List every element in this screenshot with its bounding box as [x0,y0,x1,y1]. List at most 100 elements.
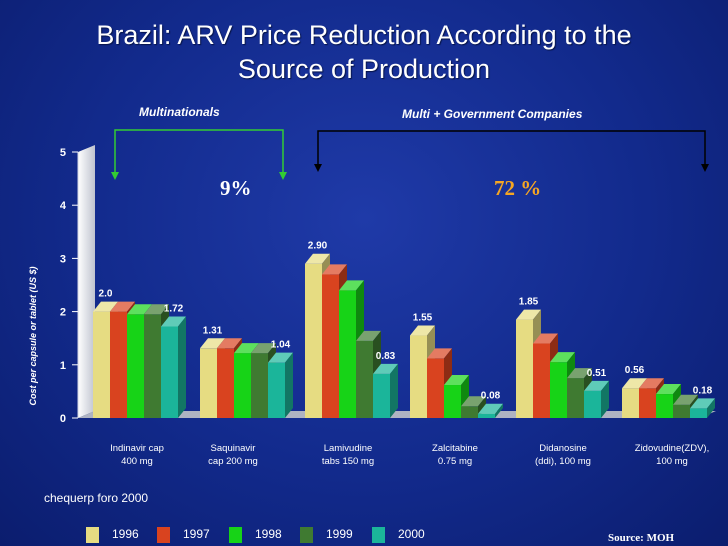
bar-top [410,325,435,336]
bar-front [251,353,268,418]
group-brackets [111,129,709,180]
arrow-head [701,164,709,172]
data-label: 1.72 [164,303,184,314]
bar [161,316,186,418]
bar-front [356,340,373,418]
bar-front [533,343,550,418]
bar-front [410,335,427,418]
category-labels-group: Indinavir cap 400 mg Saquinavir cap 200 mg L… [110,443,709,467]
data-label: 0.56 [625,365,645,376]
bar [268,352,293,418]
bar-front [444,385,461,418]
bar-front [673,404,690,418]
y-tick-label: 5 [60,147,66,159]
category-label: (ddi), 100 mg [535,456,591,467]
y-tick-label: 4 [60,200,67,212]
bar [373,363,398,418]
bar-front [427,358,444,418]
legend-label: 1999 [326,527,353,541]
category-label: Lamivudine [324,443,373,454]
bar-top [268,352,293,363]
legend-label: 1996 [112,527,139,541]
data-label: 2.0 [99,289,113,300]
source-note: Source: MOH [608,532,675,544]
category-label: 0.75 mg [438,456,472,467]
bar-top [144,304,169,315]
bar-front [690,408,707,418]
data-label: 0.08 [481,391,501,402]
bar-front [639,388,656,418]
bar-top [567,368,592,379]
bar-side [285,352,293,418]
data-labels-group: 2.0 1.72 1.31 1.04 2.90 0.83 1.55 0.08 1.85 0.51 0… [99,241,713,402]
multinationals-bracket [114,129,284,178]
bar [478,403,503,418]
bar-top [251,343,276,354]
data-label: 1.31 [203,325,223,336]
bar [673,394,698,418]
bar [584,380,609,418]
category-label: Zidovudine(ZDV), [635,443,709,454]
bar-front [234,353,251,418]
bar-front [217,348,234,418]
legend-label: 2000 [398,527,425,541]
category-label: Indinavir cap [110,443,164,454]
bar-front [322,274,339,418]
bar-top [516,309,541,320]
data-label: 0.18 [693,385,713,396]
category-label: Zalcitabine [432,443,478,454]
page-title: Brazil: ARV Price Reduction According to… [0,18,728,86]
bar-front [93,311,110,418]
multi-gov-pct: 72 % [494,176,542,200]
legend-swatch [300,527,313,543]
data-label: 2.90 [308,241,328,252]
bar-front [516,319,533,418]
bar-top [161,316,186,327]
legend-label: 1997 [183,527,210,541]
bar-front [200,348,217,418]
back-wall [78,145,95,418]
category-label: Didanosine [539,443,587,454]
bar-front [268,362,285,418]
legend-swatch [157,527,170,543]
category-label: 100 mg [656,456,688,467]
legend-swatch [229,527,242,543]
bar-top [622,378,647,389]
legend-label: 1998 [255,527,282,541]
bar-front [656,394,673,418]
category-label: Saquinavir [211,443,256,454]
data-label: 0.83 [376,351,396,362]
bar-side [601,380,609,418]
bar-top [356,330,381,341]
category-label: cap 200 mg [208,456,258,467]
bar-top [639,378,664,389]
bar-side [390,363,398,418]
footnote: chequerp foro 2000 [44,491,149,505]
bar-side [495,403,503,418]
bar-front [127,314,144,418]
bar-front [478,413,495,418]
multinationals-pct: 9% [220,176,252,200]
bar-top [127,304,152,315]
bar-front [339,290,356,418]
bar-top [322,264,347,275]
arrow-head [279,172,287,180]
bar-top [373,363,398,374]
bar-top [93,301,118,312]
multinationals-label: Multinationals [139,105,220,119]
bar-top [444,375,469,386]
category-label: 400 mg [121,456,153,467]
bar-front [550,362,567,418]
arrow-head [111,172,119,180]
bar-top [533,333,558,344]
y-tick-label: 3 [60,253,66,265]
bar-front [373,373,390,418]
data-label: 1.85 [519,297,539,308]
data-label: 1.55 [413,313,433,324]
bar-top [339,280,364,291]
y-tick-label: 1 [60,360,66,372]
bar-top [690,398,715,409]
multi-gov-label: Multi + Government Companies [402,107,583,121]
arrow-head [314,164,322,172]
